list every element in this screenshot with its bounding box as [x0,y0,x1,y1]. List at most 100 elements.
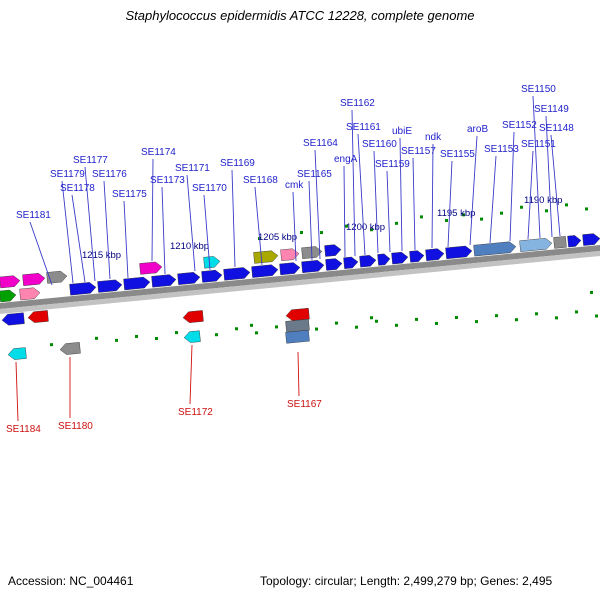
feature-dot [275,325,278,329]
gene-label[interactable]: SE1168 [243,175,278,186]
gene-arrow[interactable] [69,282,97,296]
feature-dot [515,318,518,322]
axis-tick-label: 1195 kbp [437,208,475,219]
feature-dot [355,325,358,329]
feature-dot [495,314,498,318]
gene-arrow[interactable] [519,238,553,252]
gene-arrow[interactable] [139,261,163,275]
gene-label[interactable]: SE1164 [303,138,338,149]
feature-dot [435,321,438,325]
gene-label[interactable]: SE1155 [440,149,475,160]
gene-label[interactable]: ubiE [392,126,412,137]
gene-arrow[interactable] [324,244,342,257]
status-genome-info: Topology: circular; Length: 2,499,279 bp… [260,574,553,588]
gene-arrow[interactable] [473,241,517,257]
leader-line [29,221,53,286]
gene-label[interactable]: aroB [467,124,488,135]
gene-label[interactable]: SE1171 [175,163,210,174]
leader-line [386,170,391,253]
gene-arrow[interactable] [0,289,17,303]
feature-dot [155,337,158,341]
feature-dot [462,213,465,217]
gene-label[interactable]: SE1162 [340,98,375,109]
gene-arrow[interactable] [253,250,279,264]
leader-line [314,149,321,260]
leader-line [161,186,166,275]
gene-arrow[interactable] [325,258,343,271]
leader-line [489,155,497,244]
gene-arrow[interactable] [183,330,201,343]
gene-label[interactable]: SE1173 [150,175,185,186]
gene-arrow[interactable] [203,256,221,269]
gene-label[interactable]: SE1178 [60,183,95,194]
leader-line [351,109,356,257]
gene-label[interactable]: SE1151 [521,139,556,150]
gene-arrow[interactable] [567,235,582,248]
gene-arrow[interactable] [7,347,27,361]
gene-arrow[interactable] [359,255,377,268]
gene-label[interactable]: SE1177 [73,155,108,166]
genome-axis-band-bottom [0,251,600,314]
axis-tick-label: 1210 kbp [170,241,209,252]
gene-arrow[interactable] [97,279,123,293]
gene-label[interactable]: SE1159 [375,159,410,170]
gene-arrow[interactable] [182,310,204,323]
gene-label[interactable]: SE1153 [484,144,519,155]
gene-arrow[interactable] [391,251,409,265]
gene-arrow[interactable] [445,245,473,260]
gene-arrow[interactable] [425,248,445,262]
gene-label[interactable]: SE1174 [141,147,176,158]
gene-label[interactable]: SE1150 [521,84,556,95]
gene-label[interactable]: SE1149 [534,104,569,115]
gene-arrow[interactable] [377,253,391,266]
gene-arrow[interactable] [223,267,251,281]
gene-arrow[interactable] [0,275,21,289]
leader-line [527,150,534,240]
gene-arrow[interactable] [19,287,41,301]
gene-label[interactable]: SE1152 [502,120,537,131]
gene-arrow[interactable] [22,273,46,286]
gene-box[interactable] [285,329,310,344]
gene-label[interactable]: SE1181 [16,210,51,221]
gene-label[interactable]: SE1157 [401,146,436,157]
gene-arrow[interactable] [409,250,425,263]
leader-line [123,200,129,279]
gene-arrow[interactable] [151,274,177,288]
gene-arrow[interactable] [1,312,25,326]
feature-dot [445,218,448,222]
gene-box[interactable] [553,236,567,249]
gene-label[interactable]: SE1167 [287,399,322,410]
gene-arrow[interactable] [46,270,68,284]
gene-label[interactable]: ndk [425,132,442,143]
gene-label[interactable]: SE1179 [50,169,85,180]
feature-dot [335,321,338,325]
gene-arrow[interactable] [582,233,600,246]
gene-arrow[interactable] [280,248,300,262]
gene-label[interactable]: cmk [285,180,304,191]
gene-arrow[interactable] [279,262,301,276]
gene-arrow[interactable] [201,269,223,283]
gene-label[interactable]: SE1172 [178,407,213,418]
gene-label[interactable]: SE1165 [297,169,332,180]
gene-label[interactable]: SE1180 [58,421,93,432]
gene-label[interactable]: SE1184 [6,424,41,435]
leader-line [189,344,193,405]
feature-dot [535,312,538,316]
gene-arrow[interactable] [251,264,279,278]
gene-arrow[interactable] [301,260,325,273]
gene-label[interactable]: SE1175 [112,189,147,200]
gene-label[interactable]: SE1176 [92,169,127,180]
gene-label[interactable]: SE1160 [362,139,397,150]
gene-arrow[interactable] [123,276,151,291]
gene-label[interactable]: SE1169 [220,158,255,169]
gene-arrow[interactable] [27,310,49,323]
gene-label[interactable]: SE1170 [192,183,227,194]
gene-label[interactable]: SE1161 [346,122,381,133]
gene-label[interactable]: SE1148 [539,123,574,134]
gene-label[interactable]: engA [334,154,358,165]
feature-dot [555,316,558,320]
gene-arrow[interactable] [343,256,359,269]
gene-arrow[interactable] [59,342,81,355]
leader-line [550,134,561,237]
gene-arrow[interactable] [177,272,201,285]
